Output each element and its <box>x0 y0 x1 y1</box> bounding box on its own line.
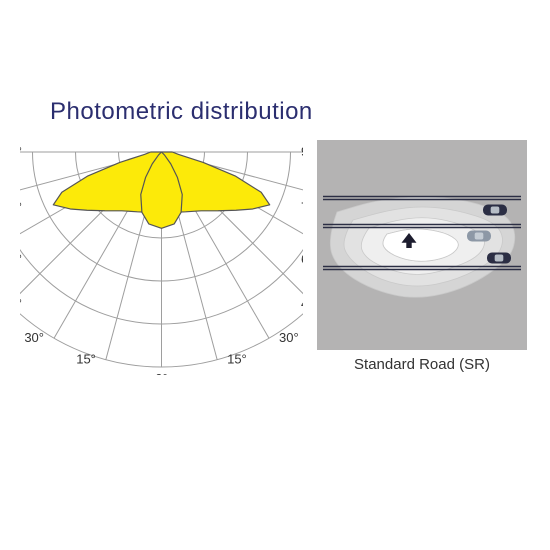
svg-text:45°: 45° <box>301 296 303 311</box>
svg-text:75°: 75° <box>301 200 303 215</box>
svg-text:60°: 60° <box>301 252 303 267</box>
road-panel-wrap: Standard Road (SR) <box>317 140 527 375</box>
road-illustration <box>317 140 527 350</box>
page-title: Photometric distribution <box>50 98 313 126</box>
road-caption: Standard Road (SR) <box>354 356 490 373</box>
polar-chart-wrap: 90° 75° 60° 45° 30° 15° 90° 75° 60° 45° 30° 15° 0° <box>20 140 303 375</box>
svg-text:45°: 45° <box>20 296 22 311</box>
svg-text:90°: 90° <box>301 144 303 159</box>
svg-text:15°: 15° <box>76 352 96 367</box>
panels: 90° 75° 60° 45° 30° 15° 90° 75° 60° 45° 30° 15° 0° S… <box>20 140 530 375</box>
svg-text:60°: 60° <box>20 252 22 267</box>
polar-chart: 90° 75° 60° 45° 30° 15° 90° 75° 60° 45° 30° 15° 0° <box>20 140 303 375</box>
svg-text:15°: 15° <box>227 352 247 367</box>
svg-text:30°: 30° <box>279 330 299 345</box>
svg-text:30°: 30° <box>24 330 44 345</box>
page: Photometric distribution 90° 75° 60° 45° 30°… <box>0 0 550 550</box>
svg-text:75°: 75° <box>20 200 22 215</box>
svg-text:90°: 90° <box>20 144 22 159</box>
svg-text:0°: 0° <box>155 371 167 375</box>
